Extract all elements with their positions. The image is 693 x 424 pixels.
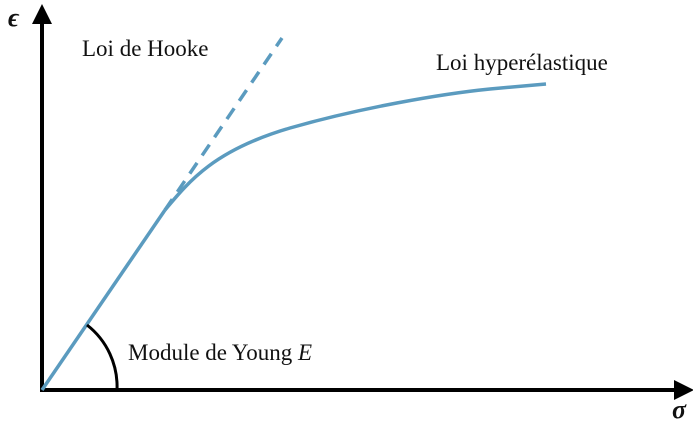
hyperelastic-curve — [163, 82, 547, 212]
angle-arc — [86, 323, 119, 391]
hooke-line — [163, 37, 284, 211]
y-axis-label: ϵ — [8, 3, 20, 32]
hyperelastic-label: Loi hyperélastique — [436, 50, 608, 75]
young-symbol: E — [297, 340, 312, 365]
x-axis-label: σ — [672, 395, 687, 424]
young-label: Module de Young E — [128, 340, 312, 365]
linear-segment — [40, 209, 167, 391]
young-text: Module de Young — [128, 340, 293, 365]
hooke-label: Loi de Hooke — [82, 36, 208, 61]
